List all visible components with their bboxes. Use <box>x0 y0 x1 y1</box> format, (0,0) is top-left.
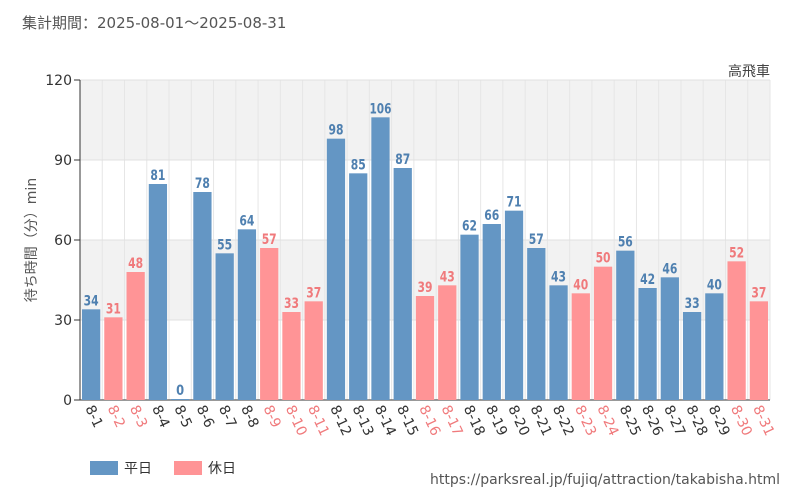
bar-8-17 <box>438 285 457 400</box>
bar-8-14 <box>371 117 390 400</box>
bar-8-3 <box>126 272 145 400</box>
bar-8-22 <box>549 285 568 400</box>
x-tick-label-8-31: 8-31 <box>749 403 777 439</box>
value-label-8-3: 48 <box>128 256 143 272</box>
bar-8-26 <box>638 288 657 400</box>
value-label-8-7: 55 <box>217 237 232 253</box>
bar-8-1 <box>82 309 101 400</box>
y-tick-label: 60 <box>54 233 72 249</box>
bar-8-12 <box>326 138 346 400</box>
x-tick-label-8-1: 8-1 <box>82 403 106 430</box>
period-label: 集計期間： <box>22 14 98 32</box>
bar-8-4 <box>148 184 168 400</box>
bar-8-20 <box>504 210 524 400</box>
value-label-8-31: 37 <box>751 285 766 301</box>
attraction-name: 高飛車 <box>728 63 770 80</box>
grid-band <box>80 80 770 160</box>
legend-label-holiday: 休日 <box>208 461 236 477</box>
source-url[interactable]: https://parksreal.jp/fujiq/attraction/ta… <box>430 472 780 488</box>
value-label-8-28: 33 <box>685 296 700 312</box>
value-label-8-24: 50 <box>596 251 611 267</box>
bar-8-19 <box>482 224 501 400</box>
value-label-8-11: 37 <box>306 285 321 301</box>
x-tick-label-8-9: 8-9 <box>260 403 284 430</box>
bar-8-6 <box>193 192 212 400</box>
value-label-8-17: 43 <box>440 269 455 285</box>
y-tick-label: 30 <box>54 313 72 329</box>
value-label-8-27: 46 <box>662 261 677 277</box>
value-label-8-30: 52 <box>729 245 744 261</box>
bar-8-11 <box>304 301 323 400</box>
bar-8-13 <box>349 173 368 400</box>
value-label-8-4: 81 <box>150 168 165 184</box>
bar-8-16 <box>415 296 435 400</box>
bar-8-7 <box>215 253 234 400</box>
value-label-8-5: 0 <box>176 383 184 399</box>
x-tick-label-8-6: 8-6 <box>193 403 217 431</box>
y-tick-label: 120 <box>45 73 72 89</box>
bar-8-28 <box>682 312 702 400</box>
value-label-8-20: 71 <box>507 195 522 211</box>
bar-8-9 <box>260 248 279 400</box>
x-tick-label-8-4: 8-4 <box>148 403 172 431</box>
value-label-8-21: 57 <box>529 232 544 248</box>
value-label-8-18: 62 <box>462 219 477 235</box>
bar-8-29 <box>705 293 724 400</box>
value-label-8-9: 57 <box>262 232 277 248</box>
value-label-8-23: 40 <box>573 277 588 293</box>
value-label-8-15: 87 <box>395 152 410 168</box>
value-label-8-13: 85 <box>351 157 366 173</box>
bar-8-8 <box>237 229 257 400</box>
value-label-8-10: 33 <box>284 296 299 312</box>
legend: 平日 休日 <box>90 458 236 478</box>
bar-8-31 <box>749 301 768 400</box>
value-label-8-8: 64 <box>239 213 254 229</box>
bar-8-15 <box>393 168 412 400</box>
x-tick-label-8-7: 8-7 <box>215 403 239 430</box>
legend-swatch-weekday <box>90 461 118 475</box>
value-label-8-12: 98 <box>328 123 343 139</box>
x-tick-label-8-2: 8-2 <box>104 403 128 430</box>
bar-8-24 <box>593 266 613 400</box>
value-label-8-2: 31 <box>106 301 121 317</box>
bar-8-23 <box>571 293 590 400</box>
value-label-8-14: 106 <box>369 101 391 117</box>
x-tick-label-8-5: 8-5 <box>171 403 195 430</box>
legend-item-weekday[interactable]: 平日 <box>90 458 152 478</box>
bar-8-25 <box>616 250 635 400</box>
legend-item-holiday[interactable]: 休日 <box>174 458 236 478</box>
legend-label-weekday: 平日 <box>124 461 152 477</box>
value-label-8-25: 56 <box>618 235 633 251</box>
value-label-8-26: 42 <box>640 272 655 288</box>
bar-8-30 <box>727 261 746 400</box>
x-tick-label-8-3: 8-3 <box>126 403 150 430</box>
y-tick-label: 90 <box>54 153 72 169</box>
value-label-8-6: 78 <box>195 176 210 192</box>
value-label-8-22: 43 <box>551 269 566 285</box>
value-label-8-1: 34 <box>84 293 99 309</box>
bar-8-18 <box>460 234 479 400</box>
legend-swatch-holiday <box>174 461 202 475</box>
y-tick-label: 0 <box>63 393 72 409</box>
chart-header: 集計期間：2025-08-01～2025-08-31 <box>22 12 286 33</box>
bar-8-2 <box>104 317 123 400</box>
bar-8-5 <box>171 399 190 400</box>
value-label-8-29: 40 <box>707 277 722 293</box>
period-range: 2025-08-01～2025-08-31 <box>97 14 287 32</box>
x-tick-label-8-8: 8-8 <box>237 403 261 430</box>
value-label-8-16: 39 <box>418 280 433 296</box>
bar-8-10 <box>282 312 301 400</box>
bar-8-21 <box>527 248 546 400</box>
bar-8-27 <box>660 277 679 400</box>
y-axis-title: 待ち時間（分）min <box>24 178 40 302</box>
value-label-8-19: 66 <box>484 208 499 224</box>
